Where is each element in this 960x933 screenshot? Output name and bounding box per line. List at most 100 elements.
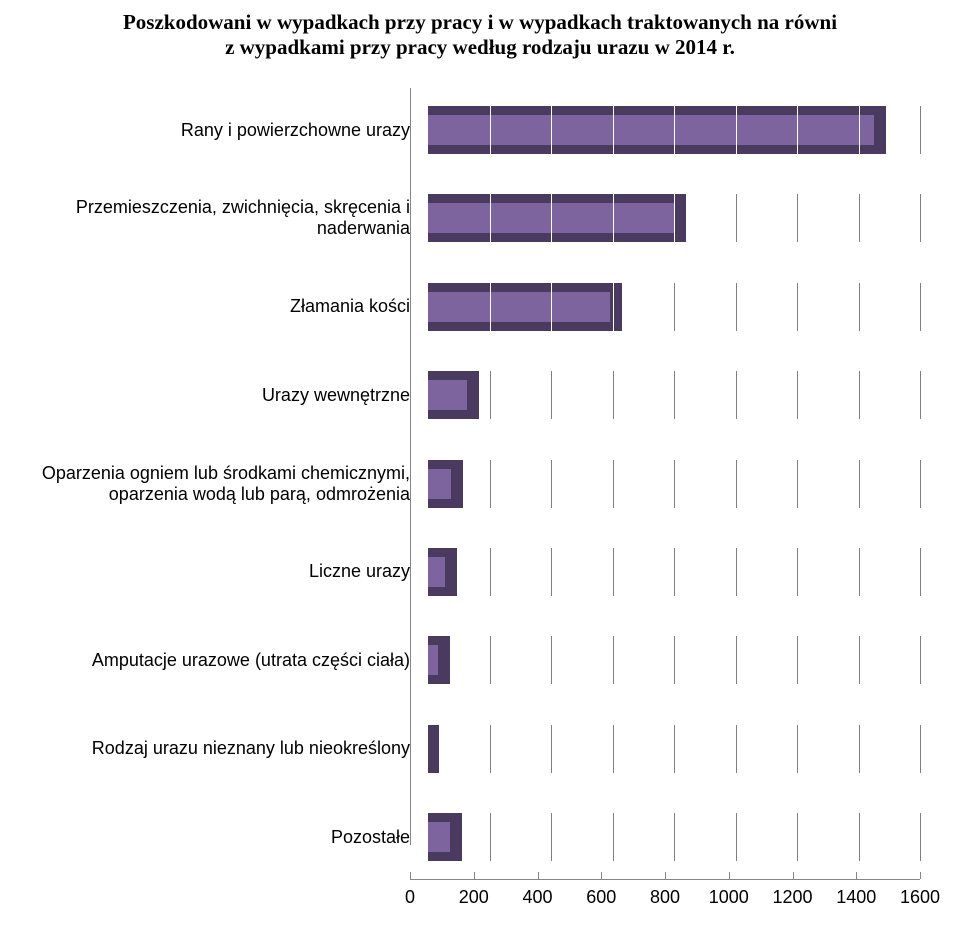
- gridline-segment: [797, 636, 798, 684]
- plot-cell: [428, 530, 920, 614]
- gridline-segment: [736, 283, 737, 331]
- gridline-segment: [613, 371, 614, 419]
- gridline-segment: [859, 813, 860, 861]
- chart-row: Amputacje urazowe (utrata części ciała): [40, 618, 920, 702]
- gridline-segment: [859, 460, 860, 508]
- plot-cell: [428, 88, 920, 172]
- gridline-segment: [674, 106, 675, 154]
- chart-row: Liczne urazy: [40, 530, 920, 614]
- gridline-segment: [674, 283, 675, 331]
- gridline-segment: [551, 106, 552, 154]
- gridline-segment: [736, 636, 737, 684]
- x-axis: 02004006008001000120014001600: [410, 879, 920, 913]
- gridline-segment: [859, 548, 860, 596]
- gridline-segment: [551, 371, 552, 419]
- gridline-segment: [797, 194, 798, 242]
- gridline-segment: [920, 813, 921, 861]
- x-tick-label: 0: [405, 887, 415, 908]
- bar-face: [428, 469, 451, 499]
- gridline-segment: [551, 460, 552, 508]
- x-tick-label: 1600: [900, 887, 940, 908]
- chart-rows: Rany i powierzchowne urazy Przemieszczeni…: [40, 88, 920, 879]
- category-label: Oparzenia ogniem lub środkami chemicznym…: [40, 463, 428, 505]
- gridline-segment: [674, 194, 675, 242]
- category-label: Amputacje urazowe (utrata części ciała): [40, 650, 428, 671]
- title-line-2: z wypadkami przy pracy według rodzaju ur…: [123, 35, 837, 60]
- gridline-segment: [920, 725, 921, 773]
- gridline-segment: [490, 283, 491, 331]
- x-tick-mark: [856, 872, 857, 879]
- gridline-segment: [736, 725, 737, 773]
- category-label: Złamania kości: [40, 296, 428, 317]
- plot-cell: [428, 707, 920, 791]
- gridline-segment: [859, 371, 860, 419]
- chart-row: Rodzaj urazu nieznany lub nieokreślony: [40, 707, 920, 791]
- bar-shadow: [428, 725, 439, 773]
- page: Poszkodowani w wypadkach przy pracy i w …: [0, 0, 960, 933]
- chart-row: Złamania kości: [40, 265, 920, 349]
- x-tick-mark: [474, 872, 475, 879]
- gridline-segment: [736, 106, 737, 154]
- chart-row: Przemieszczenia, zwichnięcia, skręcenia …: [40, 176, 920, 260]
- category-label: Przemieszczenia, zwichnięcia, skręcenia …: [40, 197, 428, 239]
- gridline-segment: [859, 106, 860, 154]
- x-tick-mark: [920, 872, 921, 879]
- gridline-segment: [797, 106, 798, 154]
- gridline-segment: [920, 548, 921, 596]
- bar-face: [428, 557, 445, 587]
- x-tick-label: 400: [522, 887, 552, 908]
- category-label: Rany i powierzchowne urazy: [40, 120, 428, 141]
- gridline-segment: [551, 725, 552, 773]
- bar-face: [428, 645, 438, 675]
- gridline-segment: [613, 106, 614, 154]
- x-tick-mark: [601, 872, 602, 879]
- gridline-segment: [920, 371, 921, 419]
- chart-row: Oparzenia ogniem lub środkami chemicznym…: [40, 442, 920, 526]
- gridline-segment: [797, 283, 798, 331]
- gridline-segment: [674, 636, 675, 684]
- gridline-segment: [551, 548, 552, 596]
- bar-face: [428, 115, 874, 145]
- chart-row: Urazy wewnętrzne: [40, 353, 920, 437]
- gridline-segment: [920, 194, 921, 242]
- plot-cell: [428, 795, 920, 879]
- gridline-segment: [613, 548, 614, 596]
- gridline-segment: [613, 283, 614, 331]
- chart-area: Rany i powierzchowne urazy Przemieszczeni…: [40, 88, 920, 913]
- gridline-segment: [490, 813, 491, 861]
- gridline-segment: [490, 636, 491, 684]
- bar-face: [428, 380, 467, 410]
- x-axis-line: [410, 879, 920, 880]
- x-tick-label: 200: [459, 887, 489, 908]
- x-tick-mark: [729, 872, 730, 879]
- gridline-segment: [920, 636, 921, 684]
- gridline-segment: [674, 371, 675, 419]
- gridline-segment: [674, 460, 675, 508]
- bar-face: [428, 292, 610, 322]
- gridline-segment: [613, 725, 614, 773]
- gridline-segment: [797, 371, 798, 419]
- gridline-segment: [551, 194, 552, 242]
- gridline-segment: [674, 548, 675, 596]
- x-tick-mark: [410, 872, 411, 879]
- gridline-segment: [490, 725, 491, 773]
- x-tick-mark: [665, 872, 666, 879]
- gridline-segment: [797, 548, 798, 596]
- chart-row: Pozostałe: [40, 795, 920, 879]
- gridline-segment: [859, 725, 860, 773]
- x-tick-mark: [793, 872, 794, 879]
- x-tick-label: 1200: [772, 887, 812, 908]
- plot-cell: [428, 353, 920, 437]
- plot-cell: [428, 265, 920, 349]
- gridline-segment: [551, 813, 552, 861]
- plot-cell: [428, 442, 920, 526]
- category-label: Liczne urazy: [40, 561, 428, 582]
- gridline-segment: [613, 194, 614, 242]
- gridline-segment: [613, 460, 614, 508]
- x-tick-label: 1400: [836, 887, 876, 908]
- gridline-segment: [674, 813, 675, 861]
- gridline-segment: [736, 548, 737, 596]
- gridline-segment: [490, 371, 491, 419]
- gridline-segment: [859, 194, 860, 242]
- gridline-segment: [490, 194, 491, 242]
